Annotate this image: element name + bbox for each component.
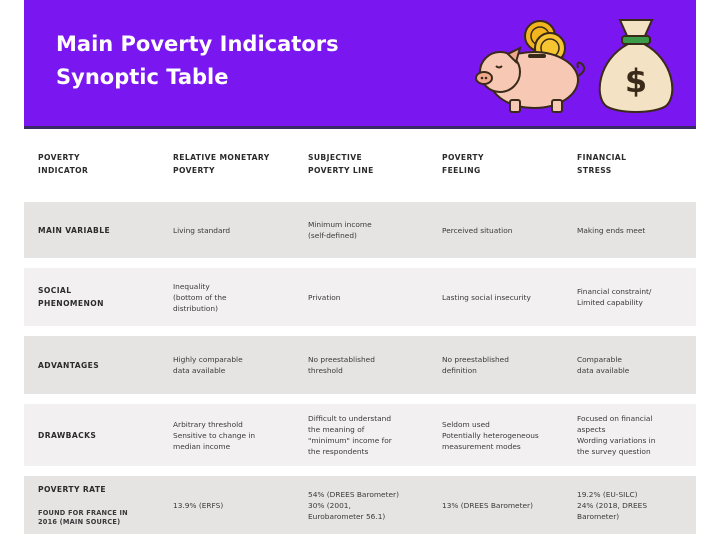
row-label: SOCIAL PHENOMENON <box>38 286 104 308</box>
header-cell: POVERTY FEELING <box>442 153 484 175</box>
row-label: POVERTY RATE FOUND FOR FRANCE IN 2016 (M… <box>38 476 158 534</box>
table-cell: Inequality (bottom of the distribution) <box>173 281 227 313</box>
table-cell: 19.2% (EU-SILC) 24% (2018, DREES Baromet… <box>577 489 648 521</box>
table-cell: No preestablished definition <box>442 355 509 375</box>
table-row: SOCIAL PHENOMENON Inequality (bottom of … <box>24 268 696 326</box>
table-cell: 13% (DREES Barometer) <box>442 500 533 510</box>
table-cell: Living standard <box>173 225 231 235</box>
table-cell: Focused on financial aspects Wording var… <box>577 414 656 456</box>
table-cell: No preestablished threshold <box>308 355 375 375</box>
header-cell: POVERTY INDICATOR <box>38 153 89 175</box>
table-cell: Perceived situation <box>442 225 513 235</box>
svg-text:$: $ <box>625 62 647 100</box>
piggy-bank-icon <box>475 20 586 113</box>
poverty-rate-label: POVERTY RATE <box>38 485 107 494</box>
table-cell: Highly comparable data available <box>173 355 243 375</box>
header-cell: FINANCIAL STRESS <box>577 153 627 175</box>
table-cell: Difficult to understand the meaning of "… <box>308 414 392 456</box>
table-cell: Minimum income (self-defined) <box>308 220 372 240</box>
table-cell: Arbitrary threshold Sensitive to change … <box>173 419 256 451</box>
table-row: DRAWBACKS Arbitrary threshold Sensitive … <box>24 404 696 466</box>
table-cell: 13.9% (ERFS) <box>173 500 224 510</box>
page-title: Main Poverty Indicators Synoptic Table <box>56 28 339 94</box>
synoptic-table: POVERTY INDICATOR RELATIVE MONETARY POVE… <box>24 136 696 534</box>
money-bag-icon: $ <box>598 19 674 113</box>
table-header-row: POVERTY INDICATOR RELATIVE MONETARY POVE… <box>24 136 696 192</box>
table-cell: Seldom used Potentially heterogeneous me… <box>442 419 539 451</box>
table-row: ADVANTAGES Highly comparable data availa… <box>24 336 696 394</box>
table-row: MAIN VARIABLE Living standard Minimum in… <box>24 202 696 258</box>
header-cell: RELATIVE MONETARY POVERTY <box>173 153 270 175</box>
header-cell: SUBJECTIVE POVERTY LINE <box>308 153 374 175</box>
row-label: ADVANTAGES <box>38 360 100 370</box>
row-label: DRAWBACKS <box>38 430 97 440</box>
title-line-2: Synoptic Table <box>56 65 229 89</box>
table-cell: Making ends meet <box>577 225 646 235</box>
table-cell: Financial constraint/ Limited capability <box>577 287 652 307</box>
poverty-rate-sublabel: FOUND FOR FRANCE IN 2016 (MAIN SOURCE) <box>38 509 128 526</box>
title-banner: Main Poverty Indicators Synoptic Table <box>24 0 696 129</box>
table-cell: Comparable data available <box>577 355 630 375</box>
table-cell: 54% (DREES Barometer) 30% (2001, Eurobar… <box>308 489 399 521</box>
table-row: POVERTY RATE FOUND FOR FRANCE IN 2016 (M… <box>24 476 696 534</box>
row-label: MAIN VARIABLE <box>38 225 111 235</box>
table-cell: Lasting social insecurity <box>442 292 531 302</box>
title-line-1: Main Poverty Indicators <box>56 32 339 56</box>
table-cell: Privation <box>308 292 341 302</box>
